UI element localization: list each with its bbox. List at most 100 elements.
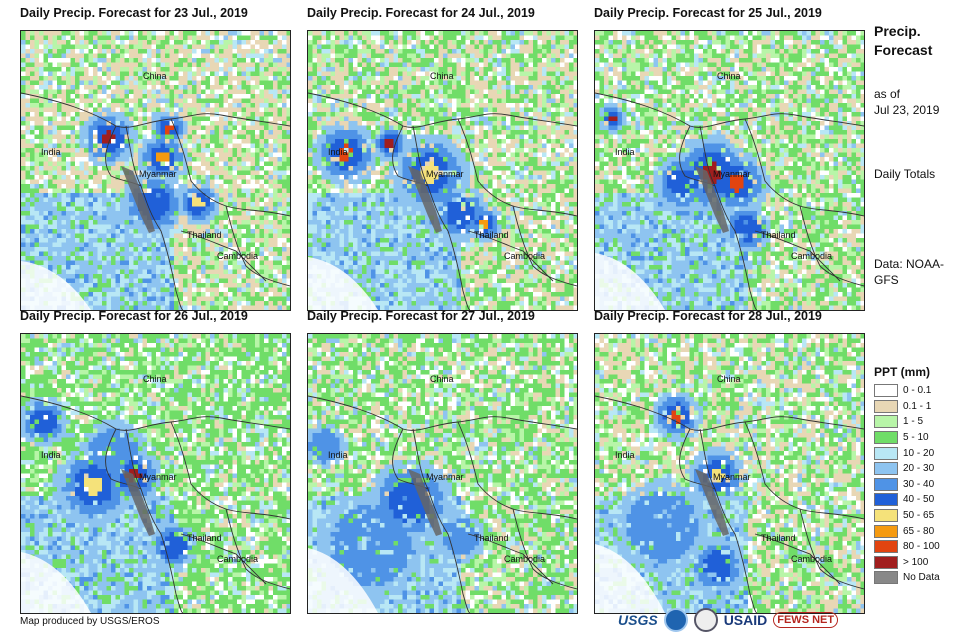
- legend-label: 0 - 0.1: [903, 385, 931, 396]
- legend-swatch: [874, 415, 898, 429]
- as-of-label: as of: [874, 86, 959, 102]
- legend-item: 30 - 40: [874, 477, 964, 493]
- legend-label: No Data: [903, 572, 940, 583]
- legend-item: 80 - 100: [874, 539, 964, 555]
- legend-label: 50 - 65: [903, 510, 934, 521]
- panel-title: Daily Precip. Forecast for 27 Jul., 2019: [307, 309, 535, 323]
- place-label-india: India: [41, 450, 61, 460]
- legend-item: 1 - 5: [874, 414, 964, 430]
- legend-swatch: [874, 571, 898, 585]
- legend-label: 10 - 20: [903, 448, 934, 459]
- place-label-thailand: Thailand: [761, 230, 796, 240]
- legend-label: 1 - 5: [903, 416, 923, 427]
- panel-title: Daily Precip. Forecast for 26 Jul., 2019: [20, 309, 248, 323]
- legend-item: 0.1 - 1: [874, 399, 964, 415]
- legend-label: 30 - 40: [903, 479, 934, 490]
- place-label-china: China: [143, 374, 167, 384]
- fews-net-logo: FEWS NET: [773, 612, 839, 628]
- precip-map: China India Myanmar Thailand Cambodia: [594, 30, 865, 311]
- place-label-india: India: [41, 147, 61, 157]
- place-label-myanmar: Myanmar: [426, 472, 464, 482]
- as-of-block: as of Jul 23, 2019: [874, 86, 959, 118]
- state-seal-icon: [693, 608, 718, 632]
- place-label-china: China: [430, 374, 454, 384]
- place-label-india: India: [615, 450, 635, 460]
- place-label-myanmar: Myanmar: [139, 472, 177, 482]
- place-label-thailand: Thailand: [474, 230, 509, 240]
- precip-grid: China India Myanmar Thailand Cambodia: [308, 334, 577, 613]
- precip-grid: China India Myanmar Thailand Cambodia: [595, 334, 864, 613]
- legend-label: 65 - 80: [903, 526, 934, 537]
- place-label-thailand: Thailand: [474, 533, 509, 543]
- place-label-thailand: Thailand: [187, 533, 222, 543]
- place-label-china: China: [430, 71, 454, 81]
- sidebar-title: Precip. Forecast: [874, 22, 959, 60]
- legend-swatch: [874, 384, 898, 398]
- legend-item: 65 - 80: [874, 523, 964, 539]
- legend-swatch: [874, 524, 898, 538]
- panel-title: Daily Precip. Forecast for 25 Jul., 2019: [594, 6, 822, 20]
- legend-item: 5 - 10: [874, 430, 964, 446]
- legend-item: 50 - 65: [874, 508, 964, 524]
- legend-label: 80 - 100: [903, 541, 940, 552]
- legend-label: 20 - 30: [903, 463, 934, 474]
- legend-swatch: [874, 446, 898, 460]
- legend-swatch: [874, 540, 898, 554]
- place-label-india: India: [328, 147, 348, 157]
- place-label-myanmar: Myanmar: [426, 169, 464, 179]
- legend-swatch: [874, 462, 898, 476]
- precip-grid: China India Myanmar Thailand Cambodia: [595, 31, 864, 310]
- place-label-india: India: [328, 450, 348, 460]
- legend-swatch: [874, 431, 898, 445]
- usaid-logo: USAID: [724, 612, 768, 628]
- precip-map: China India Myanmar Thailand Cambodia: [20, 333, 291, 614]
- precip-map: China India Myanmar Thailand Cambodia: [20, 30, 291, 311]
- legend-label: 0.1 - 1: [903, 401, 931, 412]
- place-label-thailand: Thailand: [761, 533, 796, 543]
- legend-swatch: [874, 477, 898, 491]
- legend-item: 0 - 0.1: [874, 383, 964, 399]
- place-label-myanmar: Myanmar: [713, 169, 751, 179]
- place-label-china: China: [717, 71, 741, 81]
- agency-logos: USGS USAID FEWS NET: [618, 606, 839, 634]
- place-label-china: China: [143, 71, 167, 81]
- legend-swatch: [874, 399, 898, 413]
- legend-swatch: [874, 555, 898, 569]
- map-credit: Map produced by USGS/EROS: [20, 616, 160, 627]
- panel-title: Daily Precip. Forecast for 24 Jul., 2019: [307, 6, 535, 20]
- legend-item: 10 - 20: [874, 445, 964, 461]
- legend-item: 20 - 30: [874, 461, 964, 477]
- legend-title: PPT (mm): [874, 365, 964, 379]
- legend-swatch: [874, 493, 898, 507]
- panel-title: Daily Precip. Forecast for 23 Jul., 2019: [20, 6, 248, 20]
- noaa-logo-icon: [663, 608, 688, 632]
- precip-grid: China India Myanmar Thailand Cambodia: [21, 334, 290, 613]
- totals-label: Daily Totals: [874, 166, 959, 182]
- precip-map: China India Myanmar Thailand Cambodia: [307, 333, 578, 614]
- place-label-cambodia: Cambodia: [217, 554, 258, 564]
- legend-item: 40 - 50: [874, 492, 964, 508]
- place-label-cambodia: Cambodia: [217, 251, 258, 261]
- as-of-date: Jul 23, 2019: [874, 102, 959, 118]
- data-source: Data: NOAA-GFS: [874, 256, 959, 288]
- legend-item: > 100: [874, 555, 964, 571]
- legend: PPT (mm) 0 - 0.1 0.1 - 1 1 - 5 5 - 10 10 - 2…: [874, 365, 964, 586]
- legend-label: 40 - 50: [903, 494, 934, 505]
- precip-map: China India Myanmar Thailand Cambodia: [307, 30, 578, 311]
- panel-title: Daily Precip. Forecast for 28 Jul., 2019: [594, 309, 822, 323]
- legend-item: No Data: [874, 570, 964, 586]
- precip-grid: China India Myanmar Thailand Cambodia: [21, 31, 290, 310]
- place-label-myanmar: Myanmar: [713, 472, 751, 482]
- place-label-cambodia: Cambodia: [504, 251, 545, 261]
- legend-label: 5 - 10: [903, 432, 929, 443]
- legend-label: > 100: [903, 557, 928, 568]
- place-label-cambodia: Cambodia: [504, 554, 545, 564]
- place-label-india: India: [615, 147, 635, 157]
- place-label-thailand: Thailand: [187, 230, 222, 240]
- place-label-myanmar: Myanmar: [139, 169, 177, 179]
- precip-map: China India Myanmar Thailand Cambodia: [594, 333, 865, 614]
- precip-grid: China India Myanmar Thailand Cambodia: [308, 31, 577, 310]
- place-label-cambodia: Cambodia: [791, 554, 832, 564]
- usgs-logo: USGS: [618, 612, 658, 628]
- legend-swatch: [874, 509, 898, 523]
